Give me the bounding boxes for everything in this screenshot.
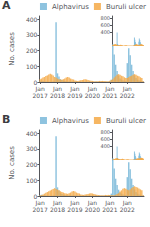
svg-text:2020: 2020	[85, 206, 100, 213]
svg-text:200: 200	[26, 47, 38, 54]
svg-text:Buruli ulcer: Buruli ulcer	[106, 117, 146, 125]
svg-text:No. cases: No. cases	[8, 146, 16, 180]
svg-text:200: 200	[26, 161, 38, 168]
svg-text:Jan: Jan	[70, 199, 80, 206]
svg-text:Jan: Jan	[122, 199, 132, 206]
svg-text:0: 0	[33, 78, 38, 86]
svg-text:400: 400	[100, 29, 110, 35]
svg-text:300: 300	[26, 145, 38, 152]
svg-text:Jan: Jan	[52, 199, 63, 206]
svg-text:Alphavirus: Alphavirus	[52, 117, 89, 125]
svg-text:2018: 2018	[50, 92, 65, 99]
svg-text:100: 100	[26, 177, 38, 184]
svg-text:2020: 2020	[85, 92, 100, 99]
svg-text:2021: 2021	[102, 206, 117, 213]
svg-text:Jan: Jan	[35, 199, 45, 206]
svg-text:800: 800	[100, 129, 110, 135]
svg-text:2019: 2019	[67, 206, 82, 213]
svg-text:2017: 2017	[32, 206, 47, 213]
svg-text:2019: 2019	[67, 92, 82, 99]
svg-text:400: 400	[100, 143, 110, 149]
svg-text:Jan: Jan	[105, 85, 115, 92]
svg-text:2022: 2022	[120, 92, 135, 99]
svg-text:No. cases: No. cases	[8, 32, 16, 66]
svg-text:600: 600	[100, 136, 110, 142]
svg-text:100: 100	[26, 63, 38, 70]
svg-text:2021: 2021	[102, 92, 117, 99]
svg-text:300: 300	[26, 31, 38, 38]
svg-text:A: A	[2, 0, 11, 12]
svg-text:Jan: Jan	[105, 199, 115, 206]
svg-text:400: 400	[26, 130, 38, 137]
svg-text:600: 600	[100, 22, 110, 28]
svg-text:Buruli ulcer: Buruli ulcer	[106, 3, 146, 11]
svg-text:0: 0	[33, 192, 38, 200]
svg-text:B: B	[2, 113, 10, 126]
svg-text:Jan: Jan	[87, 85, 97, 92]
svg-text:Jan: Jan	[35, 85, 45, 92]
svg-text:Jan: Jan	[52, 85, 63, 92]
svg-text:Alphavirus: Alphavirus	[52, 3, 89, 11]
svg-text:2022: 2022	[120, 206, 135, 213]
svg-text:2018: 2018	[50, 206, 65, 213]
svg-text:2017: 2017	[32, 92, 47, 99]
svg-text:Jan: Jan	[87, 199, 97, 206]
svg-text:400: 400	[26, 16, 38, 23]
svg-text:Jan: Jan	[70, 85, 80, 92]
svg-text:Jan: Jan	[122, 85, 132, 92]
svg-text:800: 800	[100, 15, 110, 21]
